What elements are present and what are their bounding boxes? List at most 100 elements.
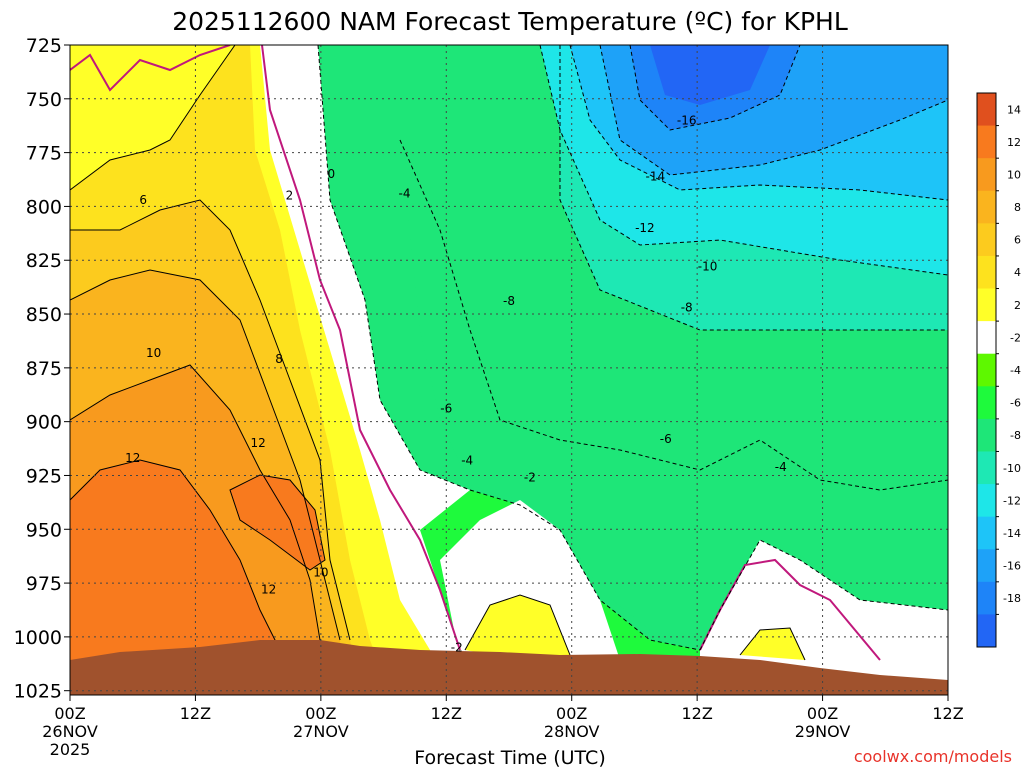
contour-label: 10 (313, 565, 328, 579)
colorbar-label: -4 (1010, 364, 1021, 377)
band-minus18 (650, 45, 770, 105)
colorbar-swatch (977, 288, 996, 322)
colorbar-label: -10 (1003, 462, 1021, 475)
credit-text: coolwx.com/models (854, 747, 1012, 766)
y-tick-label: 1000 (14, 627, 62, 649)
x-tick-time: 12Z (431, 704, 462, 723)
colorbar-swatch (977, 93, 996, 127)
y-tick-label: 1025 (14, 681, 62, 703)
terrain (70, 640, 948, 695)
colorbar-swatch (977, 223, 996, 257)
y-tick-label: 800 (26, 196, 62, 218)
colorbar-label: 10 (1007, 168, 1021, 181)
contour-label: 12 (125, 451, 140, 465)
plot-frame (69, 44, 949, 696)
x-axis-label: Forecast Time (UTC) (414, 747, 605, 768)
x-tick-date: 28NOV (544, 722, 600, 741)
colorbar-swatch (977, 386, 996, 420)
colorbar-swatch (977, 484, 996, 518)
colorbar-label: -6 (1010, 397, 1021, 410)
colorbar-label: -8 (1010, 429, 1021, 442)
colorbar-swatch (977, 581, 996, 615)
colorbar-swatch (977, 255, 996, 290)
contour-label: 12 (261, 583, 276, 597)
colorbar-label: 4 (1014, 266, 1021, 279)
y-tick-label: 875 (26, 358, 62, 380)
x-tick-date: 27NOV (293, 722, 349, 741)
colorbar-label: 12 (1007, 136, 1021, 149)
contour-label: -16 (677, 113, 697, 127)
colorbar: 14 12 10 8 6 4 2 -2 -4 -6 -8 -10 -12 -14 -16 -18 (976, 92, 1021, 648)
colorbar-swatch (977, 125, 996, 159)
x-tick-time: 00Z (54, 704, 85, 723)
contour-label: -6 (440, 402, 452, 416)
x-tick-time: 00Z (305, 704, 336, 723)
contour-label: -4 (775, 460, 787, 474)
x-tick-time: 12Z (932, 704, 963, 723)
colorbar-label: -14 (1003, 527, 1021, 540)
y-tick-label: 900 (26, 412, 62, 434)
colorbar-swatch (977, 451, 996, 485)
contour-label: 8 (275, 352, 283, 366)
colorbar-label: -18 (1003, 592, 1021, 605)
band-minus6 (400, 140, 948, 645)
contour-label: -10 (698, 260, 718, 274)
band-plus2-blob1 (465, 595, 570, 660)
colorbar-label: 14 (1007, 103, 1021, 116)
colorbar-swatch (977, 516, 996, 550)
y-tick-label: 850 (26, 304, 62, 326)
contour-label: 6 (139, 193, 147, 207)
x-tick-time: 00Z (807, 704, 838, 723)
contour-line-warm-1 (70, 45, 351, 641)
band-plus12 (70, 460, 290, 695)
contour-label: -6 (660, 432, 672, 446)
colorbar-frame (976, 92, 997, 648)
y-tick-label: 950 (26, 519, 62, 541)
colorbar-swatch (977, 158, 996, 192)
colorbar-label: -16 (1003, 560, 1021, 573)
y-axis: 725 750 775 800 825 850 875 900 925 950 975 1000 102… (14, 35, 70, 703)
y-tick-label: 925 (26, 465, 62, 487)
contour-label: 0 (327, 167, 335, 181)
y-tick-label: 775 (26, 143, 62, 165)
contour-label: -8 (681, 301, 693, 315)
colorbar-label: -12 (1003, 494, 1021, 507)
colorbar-swatch (977, 549, 996, 583)
colorbar-label: -2 (1010, 331, 1021, 344)
y-tick-label: 825 (26, 250, 62, 272)
band-plus12-right (230, 475, 325, 570)
y-tick-label: 725 (26, 35, 62, 57)
colorbar-label: 6 (1014, 234, 1021, 247)
y-tick-label: 975 (26, 573, 62, 595)
x-tick-year: 2025 (50, 740, 91, 759)
colorbar-swatch (977, 190, 996, 224)
chart-title: 2025112600 NAM Forecast Temperature (ºC)… (172, 7, 848, 36)
colorbar-swatch (977, 353, 996, 387)
colorbar-label: 2 (1014, 299, 1021, 312)
colorbar-swatch (977, 321, 996, 355)
x-tick-time: 00Z (556, 704, 587, 723)
contour-label: -4 (398, 187, 410, 201)
x-tick-date: 26NOV (42, 722, 98, 741)
contour-label: -4 (461, 453, 473, 467)
colorbar-label: 8 (1014, 201, 1021, 214)
x-tick-time: 12Z (681, 704, 712, 723)
x-tick-time: 12Z (180, 704, 211, 723)
contour-label: -12 (635, 221, 655, 235)
contour-labels: 0 2 -4 -16 -14 -12 -10 -8 -8 -6 -6 -4 -4 -2 -2 6 8 10 12 12… (125, 113, 787, 654)
contour-label: -8 (503, 294, 515, 308)
colorbar-swatch (977, 614, 996, 648)
contour-line-cold-1 (317, 45, 948, 651)
y-tick-label: 750 (26, 89, 62, 111)
colorbar-swatch (977, 418, 996, 452)
temperature-fill (70, 45, 948, 695)
x-tick-date: 29NOV (795, 722, 851, 741)
contour-label: -14 (646, 169, 666, 183)
contour-label: 10 (146, 346, 161, 360)
band-plus2-blob2 (740, 628, 805, 660)
contour-label: 12 (251, 436, 266, 450)
contour-label: 2 (286, 189, 294, 203)
contour-label: -2 (451, 641, 463, 655)
